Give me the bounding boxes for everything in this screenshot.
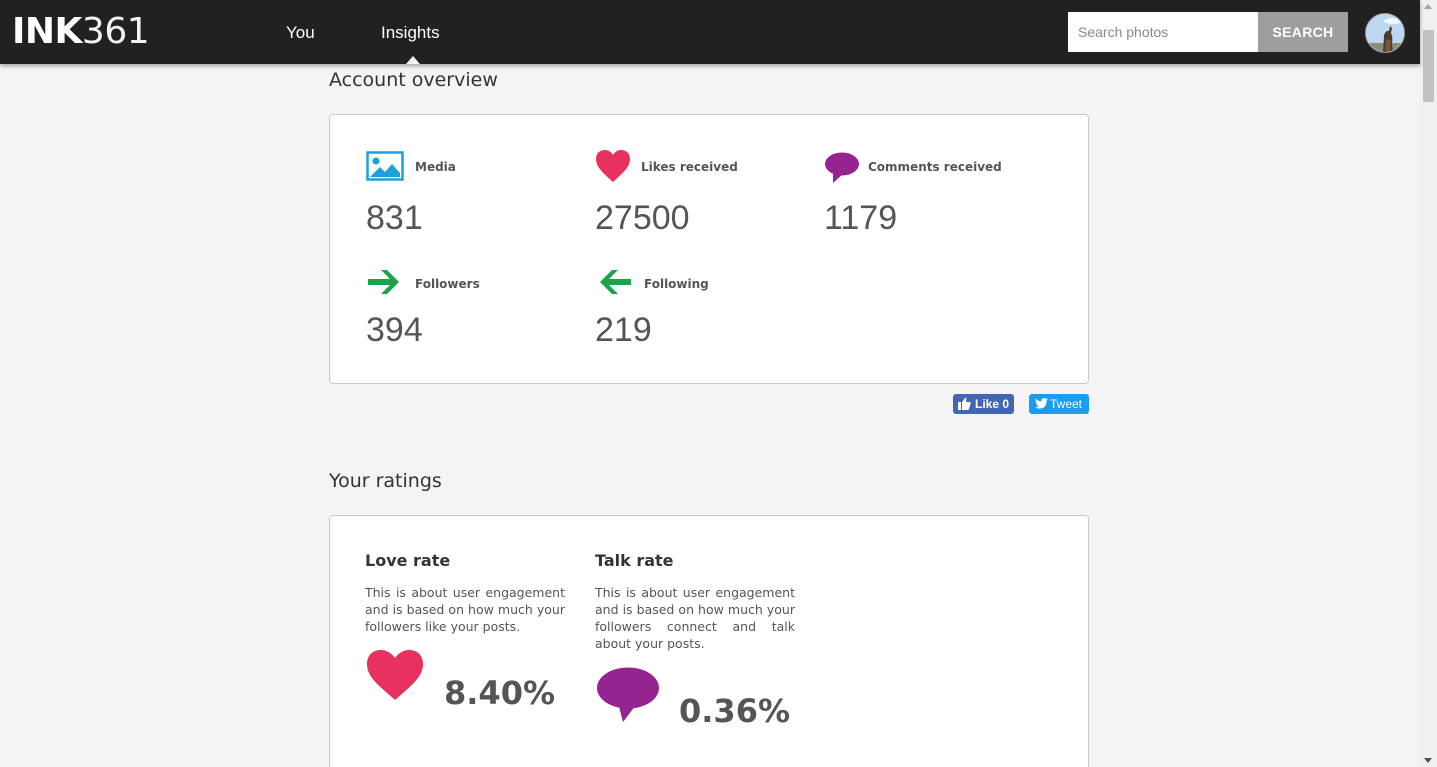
- page-scrollbar[interactable]: [1420, 0, 1437, 767]
- stat-media-label: Media: [415, 160, 456, 174]
- avatar-image: [1366, 14, 1404, 52]
- account-overview-card: Media 831 Likes received 27500 Comments …: [329, 114, 1089, 384]
- search-button[interactable]: SEARCH: [1258, 12, 1348, 52]
- speech-bubble-icon: [597, 667, 659, 722]
- talk-rate-value: 0.36%: [679, 692, 791, 730]
- twitter-bird-icon: [1035, 398, 1048, 409]
- stat-likes-label: Likes received: [641, 160, 738, 174]
- heart-icon: [596, 150, 630, 182]
- scroll-thumb[interactable]: [1423, 30, 1434, 102]
- your-ratings-title: Your ratings: [329, 470, 442, 492]
- thumbs-up-icon: [958, 397, 971, 410]
- logo-text-light: 361: [81, 11, 150, 52]
- arrow-left-icon: [600, 270, 631, 294]
- speech-bubble-icon: [825, 152, 859, 183]
- search-input[interactable]: [1068, 12, 1258, 52]
- love-rate-title: Love rate: [365, 551, 451, 570]
- stat-media-value: 831: [366, 199, 423, 237]
- logo-text-bold: INK: [12, 11, 82, 52]
- heart-icon: [367, 650, 423, 700]
- ratings-card: Love rate This is about user engagement …: [329, 515, 1089, 767]
- stat-followers-label: Followers: [415, 277, 480, 291]
- stat-following-label: Following: [644, 277, 709, 291]
- talk-rate-description: This is about user engagement and is bas…: [595, 585, 795, 651]
- tweet-button[interactable]: Tweet: [1029, 394, 1089, 414]
- stat-following-value: 219: [595, 311, 652, 349]
- image-icon: [366, 151, 404, 181]
- love-rate-value: 8.40%: [444, 674, 556, 712]
- avatar[interactable]: [1365, 13, 1405, 53]
- stat-comments-value: 1179: [824, 199, 898, 237]
- scroll-down-arrow[interactable]: [1424, 758, 1432, 763]
- tweet-label: Tweet: [1050, 397, 1083, 411]
- nav-you[interactable]: You: [286, 23, 315, 42]
- nav-insights[interactable]: Insights: [381, 23, 440, 42]
- talk-rate-title: Talk rate: [595, 551, 674, 570]
- scroll-up-arrow[interactable]: [1424, 4, 1432, 9]
- stat-followers-value: 394: [366, 311, 423, 349]
- facebook-like-button[interactable]: Like 0: [953, 394, 1014, 414]
- arrow-right-icon: [368, 270, 399, 294]
- stat-likes-value: 27500: [595, 199, 690, 237]
- love-rate-description: This is about user engagement and is bas…: [365, 585, 565, 634]
- facebook-like-label: Like 0: [975, 397, 1010, 411]
- stat-comments-label: Comments received: [868, 160, 1002, 174]
- active-nav-indicator: [406, 56, 420, 64]
- ink361-logo[interactable]: INK361: [12, 11, 150, 52]
- account-overview-title: Account overview: [329, 69, 498, 91]
- top-navigation-bar: INK361 You Insights SEARCH: [0, 0, 1420, 64]
